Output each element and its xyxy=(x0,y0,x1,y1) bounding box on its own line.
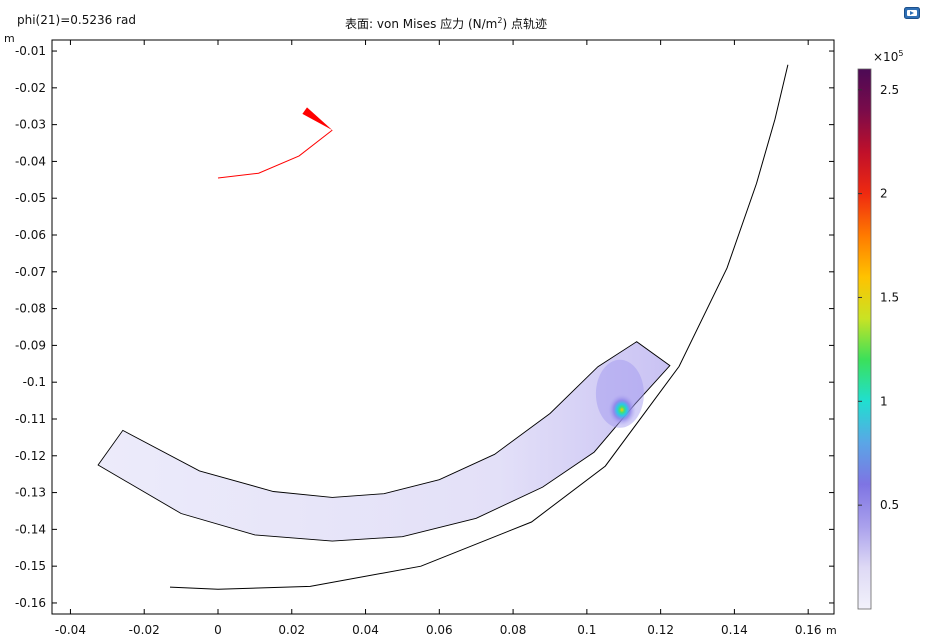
y-tick-label: -0.1 xyxy=(23,375,46,389)
y-tick-label: -0.07 xyxy=(15,265,46,279)
blade-surface xyxy=(97,341,671,542)
y-tick-label: -0.14 xyxy=(15,522,46,536)
x-tick-label: -0.02 xyxy=(129,623,160,637)
y-tick-label: -0.15 xyxy=(15,559,46,573)
y-tick-label: -0.01 xyxy=(15,44,46,58)
x-tick-label: 0.02 xyxy=(278,623,305,637)
y-axis: -0.01 -0.02 -0.03 -0.04 -0.05 -0.06 -0.07 -0.08… xyxy=(15,44,834,610)
colorbar-tick-label: 1 xyxy=(880,394,888,408)
colorbar-tick-label: 2 xyxy=(880,187,888,201)
y-tick-label: -0.13 xyxy=(15,486,46,500)
x-tick-label: -0.04 xyxy=(55,623,86,637)
y-unit-label: m xyxy=(4,32,15,45)
colorbar-tick-label: 2.5 xyxy=(880,83,899,97)
y-tick-label: -0.06 xyxy=(15,228,46,242)
y-tick-label: -0.12 xyxy=(15,449,46,463)
y-tick-label: -0.11 xyxy=(15,412,46,426)
y-tick-label: -0.16 xyxy=(15,596,46,610)
x-tick-label: 0 xyxy=(214,623,222,637)
x-tick-label: 0.1 xyxy=(577,623,596,637)
export-image-icon[interactable] xyxy=(904,6,920,20)
y-tick-label: -0.09 xyxy=(15,338,46,352)
colorbar-multiplier: ×105 xyxy=(873,49,903,64)
trajectory-arrowhead xyxy=(302,107,333,131)
plot-frame xyxy=(51,39,835,615)
plot-title: 表面: von Mises 应力 (N/m2) 点轨迹 xyxy=(345,16,547,31)
y-tick-label: -0.02 xyxy=(15,81,46,95)
colorbar-ramp xyxy=(857,68,872,610)
y-tick-label: -0.08 xyxy=(15,302,46,316)
y-tick-label: -0.04 xyxy=(15,154,46,168)
y-tick-label: -0.03 xyxy=(15,118,46,132)
colorbar-tick-label: 1.5 xyxy=(880,290,899,304)
x-unit-label: m xyxy=(826,624,837,637)
y-tick-label: -0.05 xyxy=(15,191,46,205)
geometry xyxy=(97,64,789,590)
outer-arc-curve xyxy=(169,64,789,590)
x-tick-label: 0.12 xyxy=(647,623,674,637)
x-tick-label: 0.14 xyxy=(721,623,748,637)
colorbar-tick-label: 0.5 xyxy=(880,498,899,512)
parameter-label: phi(21)=0.5236 rad xyxy=(17,13,136,27)
x-tick-label: 0.08 xyxy=(500,623,527,637)
x-tick-label: 0.04 xyxy=(352,623,379,637)
x-tick-label: 0.16 xyxy=(795,623,822,637)
x-tick-label: 0.06 xyxy=(426,623,453,637)
stress-hotspot xyxy=(607,393,636,426)
colorbar: ×105 0.5 1 1.5 2 2.5 xyxy=(857,49,903,610)
x-axis: -0.04 -0.02 0 0.02 0.04 0.06 0.08 0.1 0.12 0.14 0.… xyxy=(55,40,822,637)
point-trajectory xyxy=(217,129,333,179)
